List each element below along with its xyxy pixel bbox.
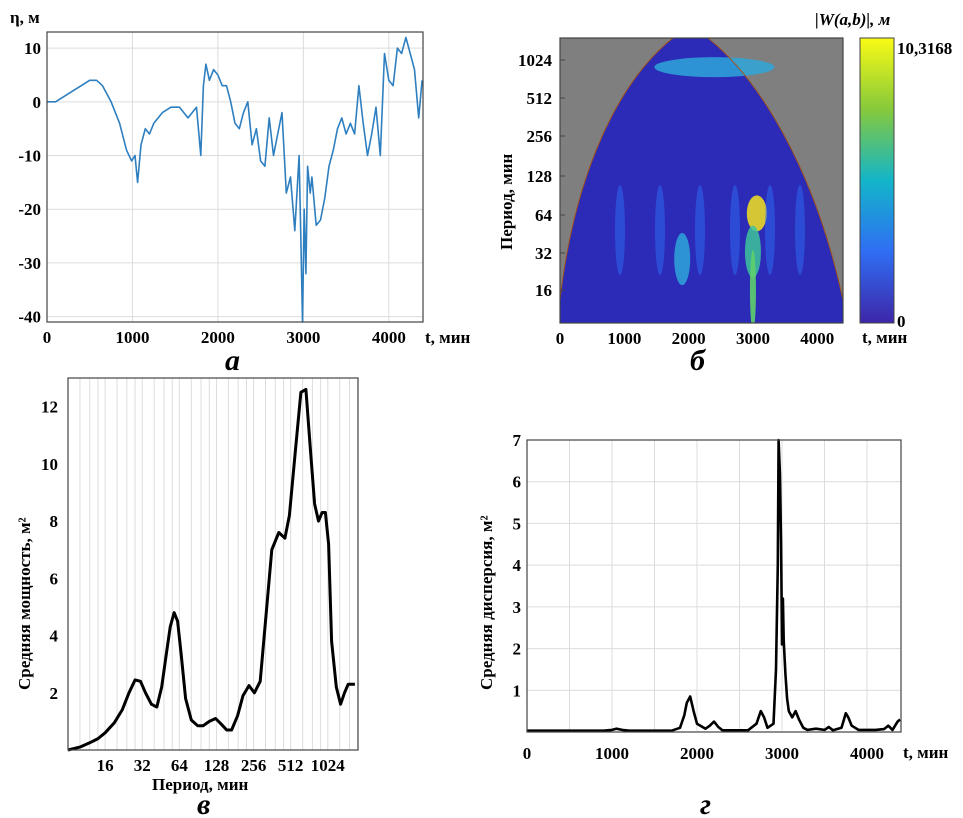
scalogram-hotspot bbox=[746, 195, 767, 232]
panel-b-scalogram: 0 1000 2000 3000 4000 1024 512 256 128 64 32 16 |W(… bbox=[497, 10, 952, 377]
panel-g-x-tick-label: 4000 bbox=[850, 744, 884, 763]
scalogram-streak bbox=[730, 185, 740, 275]
panel-v-x-tick-label: 256 bbox=[241, 756, 267, 775]
scalogram-streak bbox=[749, 250, 756, 323]
panel-g-y-tick-label: 1 bbox=[513, 681, 522, 700]
panel-b-letter: б bbox=[690, 344, 706, 377]
panel-g-series-line bbox=[527, 438, 901, 733]
panel-v-ylabel: Средняя мощность, м² bbox=[15, 517, 34, 690]
panel-b-x-tick-label: 3000 bbox=[736, 329, 770, 348]
panel-v-x-tick-label: 512 bbox=[278, 756, 304, 775]
panel-g-y-tick-label: 2 bbox=[513, 640, 522, 659]
panel-v-x-tick-label: 128 bbox=[204, 756, 230, 775]
panel-v-series-line bbox=[67, 387, 355, 752]
panel-b-y-tick-label: 256 bbox=[527, 127, 553, 146]
panel-b-x-tick-label: 2000 bbox=[672, 329, 706, 348]
panel-b-y-tick-label: 64 bbox=[535, 206, 553, 225]
panel-b-y-tick-label: 512 bbox=[527, 89, 553, 108]
panel-b-y-tick-label: 32 bbox=[535, 244, 552, 263]
panel-v-x-tick-label: 32 bbox=[134, 756, 151, 775]
panel-v-y-tick-label: 4 bbox=[50, 627, 59, 646]
panel-v-average-power: 16 32 64 128 256 512 1024 2 4 6 8 10 12 Средняя мощн… bbox=[15, 377, 359, 818]
panel-b-y-tick-label: 1024 bbox=[518, 51, 553, 70]
panel-v-x-tick-label: 64 bbox=[171, 756, 189, 775]
panel-v-y-tick-label: 6 bbox=[50, 569, 59, 588]
colorbar-title: |W(a,b)|, м bbox=[815, 10, 891, 29]
panel-a-y-tick-label: -40 bbox=[18, 308, 41, 327]
panel-a-y-tick-label: 10 bbox=[24, 39, 41, 58]
panel-g-y-tick-label: 5 bbox=[513, 514, 522, 533]
panel-v-y-tick-label: 2 bbox=[50, 684, 59, 703]
panel-g-x-tick-label: 2000 bbox=[680, 744, 714, 763]
panel-b-xlabel: t, мин bbox=[862, 328, 908, 347]
panel-g-ylabel: Средняя дисперсия, м² bbox=[477, 515, 496, 690]
panel-a-y-tick-label: 0 bbox=[33, 93, 42, 112]
panel-g-average-variance: 0 1000 2000 3000 4000 1 2 3 4 5 6 7 Средняя дисперс… bbox=[477, 431, 949, 818]
panel-a-time-series: 0 1000 2000 3000 4000 10 0 -10 -20 -30 -40 η, м t,… bbox=[10, 8, 471, 377]
panel-a-y-tick-label: -20 bbox=[18, 200, 41, 219]
panel-a-y-tick-label: -10 bbox=[18, 147, 41, 166]
panel-g-y-tick-label: 6 bbox=[513, 473, 522, 492]
panel-a-xlabel: t, мин bbox=[425, 328, 471, 347]
panel-g-x-tick-label: 1000 bbox=[595, 744, 629, 763]
panel-v-y-tick-label: 10 bbox=[41, 455, 58, 474]
panel-g-letter: г bbox=[700, 788, 711, 818]
panel-a-series-line bbox=[47, 36, 423, 323]
panel-g-y-tick-label: 3 bbox=[513, 598, 522, 617]
scalogram-streak bbox=[795, 185, 805, 275]
panel-a-x-tick-label: 1000 bbox=[115, 328, 149, 347]
panel-b-y-tick-label: 128 bbox=[527, 167, 553, 186]
panel-v-x-tick-label: 1024 bbox=[311, 756, 346, 775]
colorbar-min-label: 0 bbox=[897, 312, 906, 331]
panel-g-x-tick-label: 3000 bbox=[765, 744, 799, 763]
panel-g-y-tick-label: 7 bbox=[513, 431, 522, 450]
panel-a-x-tick-label: 0 bbox=[43, 328, 52, 347]
scalogram-streak bbox=[765, 185, 775, 275]
panel-b-x-tick-label: 4000 bbox=[800, 329, 834, 348]
panel-v-xlabel: Период, мин bbox=[152, 775, 249, 794]
panel-b-x-tick-label: 0 bbox=[556, 329, 565, 348]
panel-v-x-tick-label: 16 bbox=[97, 756, 114, 775]
panel-b-ylabel: Период, мин bbox=[497, 153, 516, 250]
panel-b-y-tick-label: 16 bbox=[535, 281, 552, 300]
scalogram-streak bbox=[695, 185, 705, 275]
panel-g-y-tick-label: 4 bbox=[513, 556, 522, 575]
panel-a-letter: а bbox=[225, 344, 240, 377]
colorbar-max-label: 10,3168 bbox=[897, 39, 952, 58]
panel-a-x-tick-label: 2000 bbox=[201, 328, 235, 347]
scalogram-hotspot bbox=[654, 57, 775, 78]
panel-a-x-tick-label: 4000 bbox=[372, 328, 406, 347]
scalogram-hotspot bbox=[674, 233, 691, 286]
scalogram-streak bbox=[615, 185, 625, 275]
panel-v-y-tick-label: 8 bbox=[50, 512, 59, 531]
panel-b-x-tick-label: 1000 bbox=[607, 329, 641, 348]
panel-g-xlabel: t, мин bbox=[903, 743, 949, 762]
panel-v-letter: в bbox=[197, 788, 210, 818]
scalogram-streak bbox=[655, 185, 665, 275]
panel-a-x-tick-label: 3000 bbox=[286, 328, 320, 347]
panel-a-y-tick-label: -30 bbox=[18, 254, 41, 273]
panel-a-ylabel: η, м bbox=[10, 8, 40, 27]
panel-g-x-tick-label: 0 bbox=[523, 744, 532, 763]
panel-v-y-tick-label: 12 bbox=[41, 398, 58, 417]
colorbar bbox=[859, 37, 895, 324]
